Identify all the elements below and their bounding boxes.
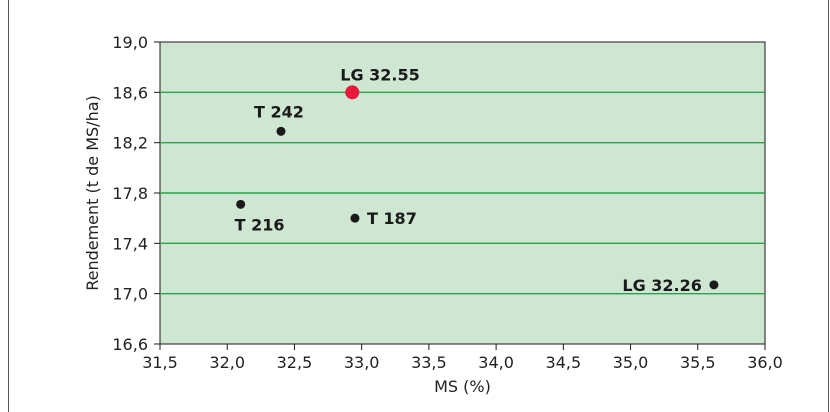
data-point-label: LG 32.26 <box>622 276 702 295</box>
x-tick-label: 32,5 <box>277 353 313 372</box>
y-tick-label: 18,2 <box>112 134 148 153</box>
data-point <box>345 85 360 100</box>
data-point-label: T 216 <box>235 215 285 234</box>
x-tick-label: 35,0 <box>613 353 649 372</box>
data-point <box>236 199 246 209</box>
x-tick-label: 34,0 <box>478 353 514 372</box>
x-tick-label: 32,0 <box>209 353 245 372</box>
y-axis-ticks: 16,6 17,0 17,4 17,8 18,2 18,6 19,0 <box>112 33 160 354</box>
data-points <box>236 85 719 290</box>
x-tick-label: 36,0 <box>747 353 783 372</box>
y-tick-label: 19,0 <box>112 33 148 52</box>
y-tick-label: 17,0 <box>112 285 148 304</box>
x-axis-ticks: 31,5 32,0 32,5 33,0 33,5 34,0 34,5 35,0 35,5 36,0 <box>142 344 783 372</box>
x-tick-label: 33,0 <box>344 353 380 372</box>
data-point <box>276 126 286 136</box>
x-tick-label: 31,5 <box>142 353 178 372</box>
grid-lines <box>160 91 765 295</box>
data-point-label: LG 32.55 <box>340 65 420 84</box>
y-tick-label: 18,6 <box>112 83 148 102</box>
y-tick-label: 17,8 <box>112 184 148 203</box>
x-axis-label: MS (%) <box>434 377 491 396</box>
data-point-label: T 187 <box>367 209 417 228</box>
chart-frame <box>8 0 829 412</box>
y-axis-label: Rendement (t de MS/ha) <box>83 95 102 291</box>
x-tick-label: 34,5 <box>546 353 582 372</box>
y-tick-label: 16,6 <box>112 335 148 354</box>
x-tick-label: 35,5 <box>680 353 716 372</box>
data-point-label: T 242 <box>254 102 304 121</box>
y-tick-label: 17,4 <box>112 234 148 253</box>
data-point <box>709 280 719 290</box>
data-point-labels: LG 32.55 T 242 T 216 T 187 LG 32.26 <box>235 65 702 295</box>
data-point <box>350 213 360 223</box>
x-tick-label: 33,5 <box>411 353 447 372</box>
